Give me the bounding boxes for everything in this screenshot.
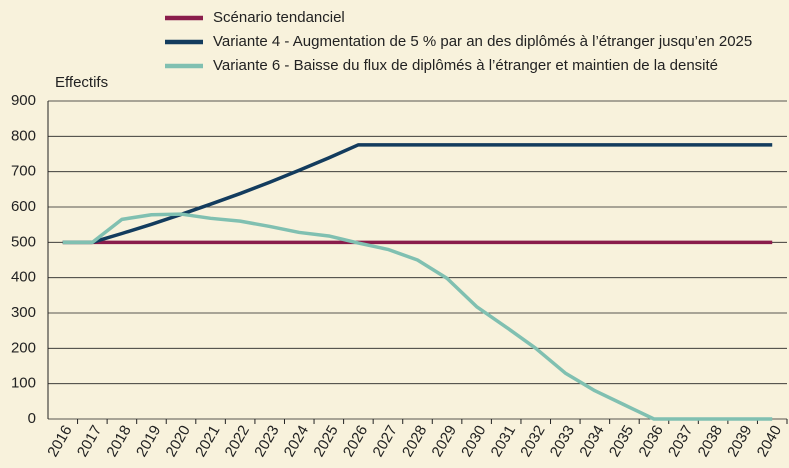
- x-tick-label: 2032: [517, 422, 548, 459]
- x-tick-label: 2024: [281, 422, 312, 459]
- x-tick-label: 2020: [163, 422, 194, 459]
- y-axis-label: Effectifs: [55, 74, 108, 91]
- x-tick-label: 2039: [724, 422, 755, 459]
- y-tick-label: 600: [11, 198, 36, 215]
- x-tick-label: 2022: [222, 422, 253, 459]
- x-tick-label: 2021: [192, 422, 223, 459]
- y-tick-label: 200: [11, 339, 36, 356]
- y-tick-label: 500: [11, 233, 36, 250]
- x-tick-label: 2017: [74, 422, 105, 459]
- x-tick-label: 2027: [369, 422, 400, 459]
- y-tick-label: 400: [11, 269, 36, 286]
- y-tick-label: 0: [28, 410, 36, 427]
- line-series: [62, 143, 773, 245]
- y-tick-label: 100: [11, 375, 36, 392]
- x-tick-label: 2025: [310, 422, 341, 459]
- x-tick-label: 2034: [576, 422, 607, 459]
- x-tick-label: 2038: [695, 422, 726, 459]
- x-tick-label: 2036: [635, 422, 666, 459]
- y-tick-label: 700: [11, 163, 36, 180]
- x-tick-label: 2033: [547, 422, 578, 459]
- x-tick-label: 2040: [754, 422, 785, 459]
- x-tick-label: 2026: [340, 422, 371, 459]
- legend-label: Variante 6 - Baisse du flux de diplômés …: [213, 57, 718, 74]
- x-tick-label: 2023: [251, 422, 282, 459]
- x-tick-label: 2030: [458, 422, 489, 459]
- x-tick-label: 2029: [429, 422, 460, 459]
- y-tick-label: 300: [11, 304, 36, 321]
- x-tick-label: 2019: [133, 422, 164, 459]
- x-tick-label: 2035: [606, 422, 637, 459]
- x-tick-label: 2031: [488, 422, 519, 459]
- legend-label: Variante 4 - Augmentation de 5 % par an …: [213, 33, 752, 50]
- x-tick-label: 2018: [103, 422, 134, 459]
- legend-label: Scénario tendanciel: [213, 9, 345, 26]
- x-tick-label: 2037: [665, 422, 696, 459]
- y-tick-label: 800: [11, 127, 36, 144]
- x-tick-label: 2028: [399, 422, 430, 459]
- y-tick-label: 900: [11, 92, 36, 109]
- line-series: [62, 212, 773, 421]
- x-tick-label: 2016: [44, 422, 75, 459]
